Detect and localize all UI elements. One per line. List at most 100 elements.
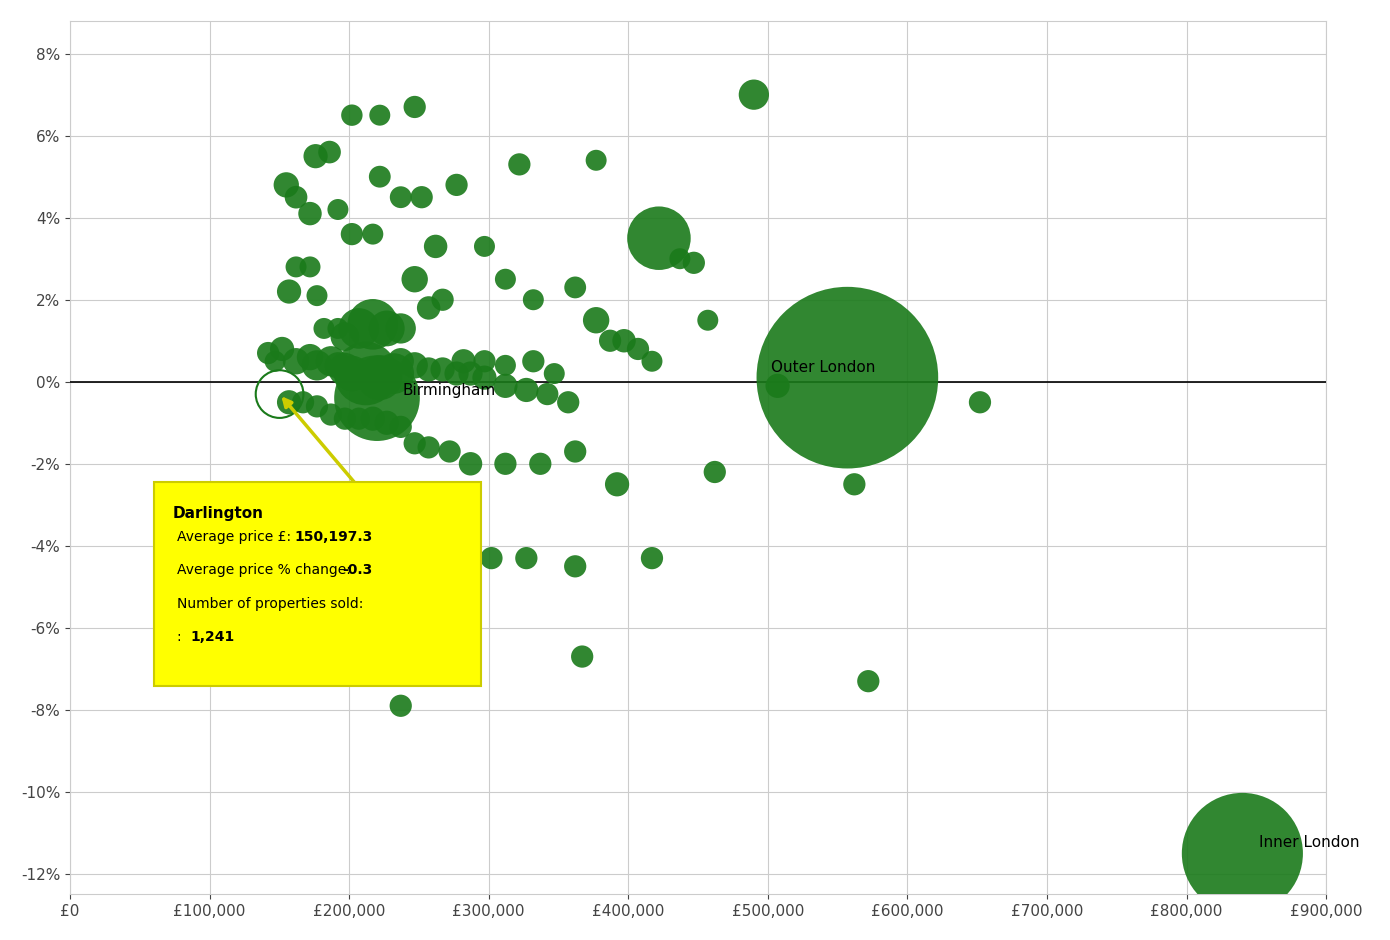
Point bbox=[320, 407, 342, 422]
Point bbox=[366, 391, 388, 406]
Text: Number of properties sold:: Number of properties sold: bbox=[177, 597, 363, 610]
Point bbox=[648, 230, 670, 245]
Point bbox=[304, 149, 327, 164]
Point bbox=[320, 353, 342, 368]
Point bbox=[452, 353, 474, 368]
Point bbox=[268, 386, 291, 401]
Point bbox=[368, 169, 391, 184]
Point bbox=[389, 419, 411, 434]
Text: Average price £:: Average price £: bbox=[177, 530, 295, 544]
Point bbox=[299, 350, 321, 365]
Point bbox=[410, 190, 432, 205]
Point bbox=[375, 321, 398, 336]
Text: 150,197.3: 150,197.3 bbox=[295, 530, 373, 544]
Point bbox=[417, 301, 439, 316]
Point bbox=[403, 100, 425, 115]
Point bbox=[474, 239, 496, 254]
Point bbox=[368, 370, 391, 385]
Point bbox=[417, 362, 439, 377]
FancyBboxPatch shape bbox=[154, 482, 481, 685]
Point bbox=[543, 366, 566, 381]
Point bbox=[334, 362, 356, 377]
Text: Average price % change:: Average price % change: bbox=[177, 563, 354, 577]
Point bbox=[410, 617, 432, 632]
Point bbox=[361, 227, 384, 242]
Point bbox=[361, 539, 384, 554]
Point bbox=[438, 444, 460, 459]
Point bbox=[257, 346, 279, 361]
Point bbox=[530, 456, 552, 471]
Point bbox=[1232, 846, 1254, 861]
Point bbox=[641, 551, 663, 566]
Point bbox=[318, 145, 341, 160]
Text: Outer London: Outer London bbox=[770, 359, 874, 374]
Point bbox=[445, 178, 467, 193]
Point bbox=[389, 698, 411, 713]
Point bbox=[837, 370, 859, 385]
Point bbox=[495, 378, 517, 393]
Point bbox=[389, 190, 411, 205]
Point bbox=[516, 551, 538, 566]
Point bbox=[523, 292, 545, 307]
Point bbox=[327, 358, 349, 373]
Point bbox=[424, 239, 446, 254]
Point bbox=[382, 366, 404, 381]
Point bbox=[361, 411, 384, 426]
Point bbox=[361, 317, 384, 332]
Point bbox=[306, 289, 328, 304]
Point bbox=[969, 395, 991, 410]
Point bbox=[368, 108, 391, 123]
Point bbox=[348, 321, 370, 336]
Point bbox=[264, 353, 286, 368]
Point bbox=[375, 603, 398, 619]
Text: -0.3: -0.3 bbox=[342, 563, 373, 577]
Point bbox=[271, 341, 293, 356]
Point bbox=[389, 353, 411, 368]
Point bbox=[571, 649, 594, 664]
Point bbox=[474, 353, 496, 368]
Point bbox=[299, 259, 321, 274]
Point bbox=[299, 206, 321, 221]
Point bbox=[320, 588, 342, 603]
Point bbox=[606, 477, 628, 492]
Point bbox=[341, 108, 363, 123]
Point bbox=[341, 366, 363, 381]
Point bbox=[481, 551, 503, 566]
Point bbox=[509, 157, 531, 172]
Point bbox=[334, 329, 356, 344]
Point bbox=[537, 386, 559, 401]
Point bbox=[495, 272, 517, 287]
Point bbox=[299, 489, 321, 504]
Text: Birmingham: Birmingham bbox=[402, 383, 495, 398]
Point bbox=[696, 313, 719, 328]
Point bbox=[320, 530, 342, 545]
Point bbox=[557, 395, 580, 410]
Point bbox=[285, 353, 307, 368]
Point bbox=[564, 558, 587, 573]
Point bbox=[306, 399, 328, 414]
Point bbox=[306, 358, 328, 373]
Point bbox=[641, 353, 663, 368]
Point bbox=[292, 395, 314, 410]
Point bbox=[585, 313, 607, 328]
Point bbox=[348, 411, 370, 426]
Point bbox=[523, 353, 545, 368]
Point bbox=[474, 370, 496, 385]
Point bbox=[278, 395, 300, 410]
Point bbox=[613, 333, 635, 348]
Point bbox=[445, 366, 467, 381]
Point bbox=[403, 272, 425, 287]
Point bbox=[285, 190, 307, 205]
Point bbox=[341, 546, 363, 561]
Point bbox=[327, 321, 349, 336]
Point bbox=[403, 358, 425, 373]
Point bbox=[334, 411, 356, 426]
Text: 1,241: 1,241 bbox=[190, 630, 235, 644]
Point bbox=[354, 366, 377, 381]
Point bbox=[431, 362, 453, 377]
Point bbox=[564, 444, 587, 459]
Point bbox=[495, 456, 517, 471]
Point bbox=[564, 280, 587, 295]
Point bbox=[264, 572, 286, 587]
Text: :: : bbox=[177, 630, 186, 644]
